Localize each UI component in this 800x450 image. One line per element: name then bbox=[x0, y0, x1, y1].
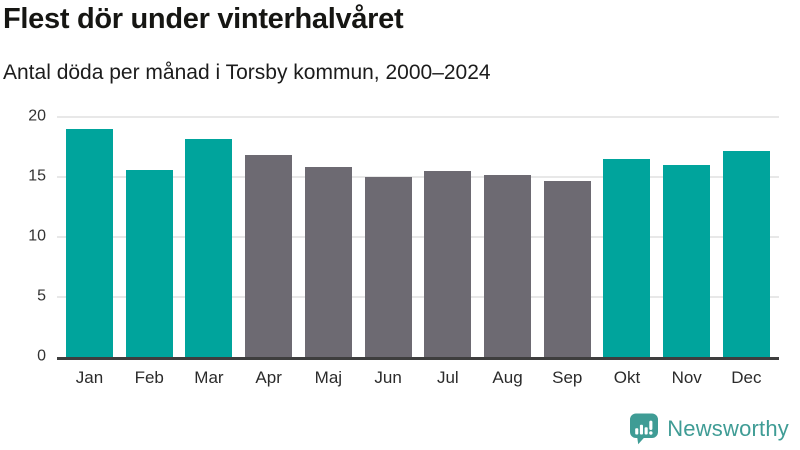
bar-dec bbox=[722, 150, 770, 357]
x-tick-label: Feb bbox=[134, 368, 164, 387]
plot-area bbox=[57, 116, 779, 360]
y-tick-label: 0 bbox=[37, 347, 46, 365]
x-tick-label: Jun bbox=[374, 368, 402, 387]
y-tick-label: 20 bbox=[28, 107, 46, 125]
bar-jul bbox=[424, 171, 472, 357]
bar-feb bbox=[125, 169, 173, 357]
x-tick-label: Jul bbox=[436, 368, 459, 387]
chart-subtitle: Antal döda per månad i Torsby kommun, 20… bbox=[3, 61, 491, 84]
gridline bbox=[57, 236, 779, 238]
x-tick-label: Aug bbox=[492, 368, 523, 387]
bar-aug bbox=[484, 174, 532, 357]
bar-nov bbox=[663, 165, 711, 357]
newsworthy-icon bbox=[630, 413, 659, 445]
bar-group bbox=[57, 117, 779, 357]
bar-jan bbox=[66, 129, 113, 357]
x-tick-label: Jan bbox=[75, 368, 104, 387]
bar-apr bbox=[245, 155, 293, 357]
x-tick-label: Dec bbox=[731, 368, 762, 387]
y-axis: 0 5 10 15 20 bbox=[0, 108, 46, 365]
x-tick-label: Mar bbox=[194, 368, 224, 387]
x-tick-label: Nov bbox=[671, 368, 702, 387]
newsworthy-logo-text: Newsworthy bbox=[667, 416, 789, 441]
chart-title: Flest dör under vinterhalvåret bbox=[3, 3, 404, 35]
y-tick-label: 15 bbox=[28, 167, 46, 185]
x-tick-label: Apr bbox=[255, 368, 282, 387]
gridline bbox=[57, 176, 779, 178]
bar-sep bbox=[543, 180, 591, 357]
x-tick-label: Maj bbox=[314, 368, 343, 387]
bar-maj bbox=[304, 167, 352, 357]
gridline bbox=[57, 296, 779, 298]
x-tick-label: Okt bbox=[613, 368, 641, 387]
y-tick-label: 10 bbox=[28, 227, 46, 245]
bar-mar bbox=[185, 138, 233, 357]
x-tick-label: Sep bbox=[552, 368, 583, 387]
bar-okt bbox=[603, 159, 651, 357]
bar-jun bbox=[364, 177, 412, 357]
gridline bbox=[57, 116, 779, 118]
newsworthy-logo[interactable]: Newsworthy bbox=[628, 412, 789, 446]
x-axis: Jan Feb Mar Apr Maj Jun Jul Aug Sep Okt Nov Dec bbox=[57, 368, 779, 388]
y-tick-label: 5 bbox=[37, 287, 46, 305]
